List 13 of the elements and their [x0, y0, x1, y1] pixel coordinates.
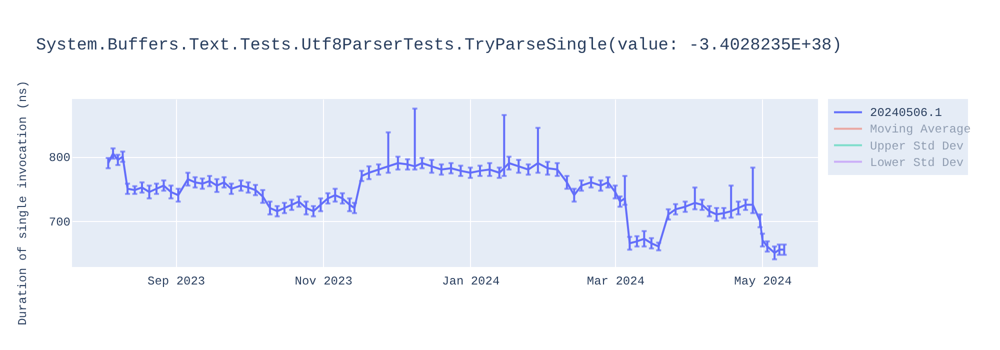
chart-title: System.Buffers.Text.Tests.Utf8ParserTests.TryParseSingle(value: -3.4028235E+38)	[36, 36, 842, 56]
legend-label: Lower Std Dev	[870, 156, 964, 170]
x-tick-label: Jan 2024	[442, 274, 500, 288]
y-tick-label: 800	[48, 151, 70, 166]
y-tick-label: 700	[48, 215, 70, 230]
legend-label: Moving Average	[870, 122, 971, 137]
x-tick-label: Sep 2023	[148, 274, 206, 288]
legend-label: 20240506.1	[870, 106, 942, 120]
y-axis-title: Duration of single invocation (ns)	[16, 80, 30, 326]
x-tick-label: May 2024	[734, 274, 792, 288]
x-tick-label: Nov 2023	[294, 274, 352, 288]
legend-label: Upper Std Dev	[870, 139, 964, 154]
x-tick-label: Mar 2024	[586, 274, 645, 288]
